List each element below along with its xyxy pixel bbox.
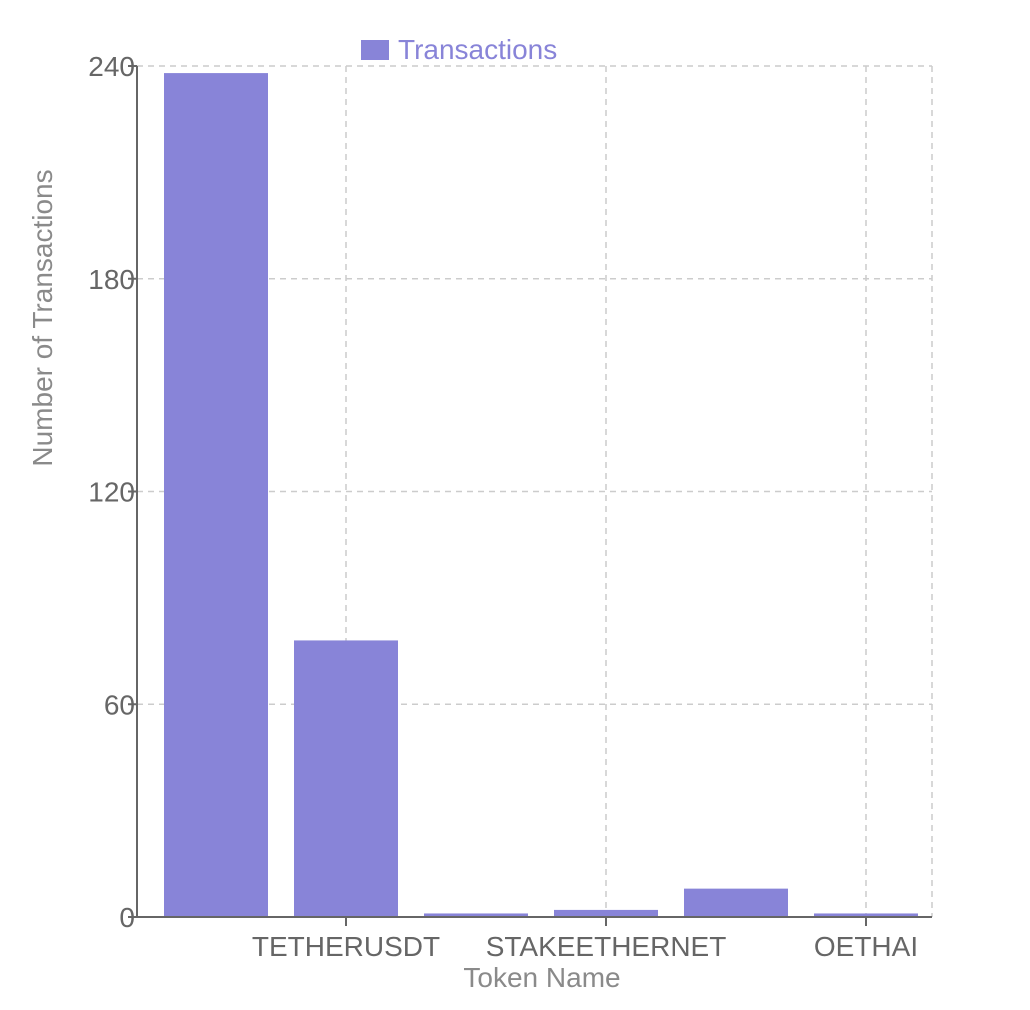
bar[interactable] [424,913,528,917]
bar[interactable] [164,73,268,917]
legend-swatch [361,40,389,60]
bar[interactable] [554,909,658,917]
legend[interactable]: Transactions [361,34,557,65]
legend-label-transactions: Transactions [398,34,557,65]
x-tick-label: STAKEETHERNET [486,931,727,962]
y-tick-label: 240 [88,51,135,82]
y-tick-label: 60 [104,689,135,720]
bar[interactable] [814,913,918,917]
x-axis-ticks: TETHERUSDT STAKEETHERNET OETHAI [252,917,918,962]
x-axis-title: Token Name [463,962,620,993]
y-tick-label: 0 [119,902,135,933]
bar[interactable] [684,888,788,917]
y-tick-label: 120 [88,477,135,508]
y-tick-label: 180 [88,264,135,295]
bar[interactable] [294,640,398,917]
y-axis-ticks: 0 60 120 180 240 [88,51,137,933]
x-tick-label: TETHERUSDT [252,931,440,962]
bars [164,73,918,917]
y-axis-title: Number of Transactions [27,169,58,466]
x-tick-label: OETHAI [814,931,918,962]
